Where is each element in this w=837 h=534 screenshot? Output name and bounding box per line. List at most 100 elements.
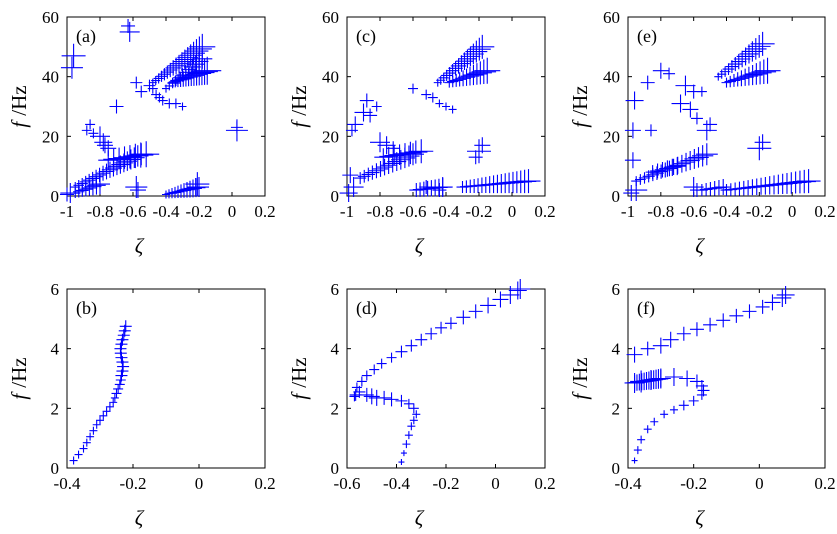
data-point — [690, 112, 703, 125]
x-tick-label: -0.4 — [153, 202, 180, 221]
y-tick-label: 40 — [322, 68, 339, 87]
data-point — [707, 181, 722, 196]
panel-c: -1 -0.8 -0.6 -0.4 -0.2 0 0.2 0 20 40 60 ζ f/Hz (c) — [287, 8, 556, 258]
data-point — [347, 116, 364, 133]
y-tick-label: 0 — [331, 459, 340, 478]
data-point — [470, 34, 495, 59]
data-point — [74, 450, 83, 459]
data-point — [747, 34, 771, 58]
data-point — [113, 146, 136, 169]
data-point — [425, 327, 438, 340]
data-point — [468, 150, 483, 165]
data-point — [448, 105, 457, 114]
x-tick-label: 0 — [755, 474, 764, 493]
data-point — [193, 56, 222, 85]
x-tick-label: 0 — [508, 202, 517, 221]
data-point — [404, 431, 413, 440]
data-point — [689, 374, 704, 389]
data-point — [403, 398, 414, 409]
data-point — [736, 68, 754, 86]
data-point — [652, 62, 669, 79]
data-point — [457, 68, 476, 86]
data-point — [671, 94, 690, 113]
data-point — [79, 444, 88, 453]
data-point — [474, 137, 491, 154]
data-point — [181, 66, 202, 87]
data-point — [108, 147, 130, 170]
data-point — [61, 43, 86, 68]
x-tick-label: 0.2 — [814, 474, 835, 493]
data-series — [69, 320, 132, 465]
data-point — [135, 85, 148, 98]
x-tick-label: 0.2 — [254, 202, 275, 221]
data-point — [361, 167, 376, 182]
panel-f: -0.4 -0.2 0 0.2 0 2 4 6 ζ f/Hz (f) — [568, 280, 836, 530]
y-axis-label: f/Hz — [568, 357, 592, 399]
data-point — [166, 188, 178, 199]
y-tick-label: 40 — [42, 68, 59, 87]
data-point — [178, 102, 187, 111]
data-point — [374, 148, 393, 167]
data-point — [480, 297, 497, 314]
x-tick-label: 0 — [788, 202, 797, 221]
data-point — [676, 152, 696, 172]
data-point — [78, 182, 93, 197]
data-point — [633, 446, 642, 455]
x-axis-label: ζ — [135, 506, 145, 530]
data-point — [689, 322, 704, 337]
data-point — [468, 61, 492, 85]
data-point — [407, 422, 416, 431]
y-axis-unit: /Hz — [568, 85, 592, 115]
x-tick-label: 0.2 — [254, 474, 275, 493]
data-point — [755, 299, 770, 314]
data-point — [171, 185, 185, 198]
data-point — [75, 184, 89, 197]
data-point — [736, 47, 755, 66]
data-point — [371, 101, 382, 112]
data-point — [113, 383, 124, 394]
y-axis-unit: /Hz — [7, 357, 31, 387]
data-point — [474, 57, 501, 84]
data-point — [87, 176, 106, 195]
data-point — [684, 149, 705, 169]
data-point — [105, 402, 114, 411]
data-point — [688, 147, 709, 168]
data-point — [359, 387, 374, 402]
data-point — [400, 450, 407, 457]
data-point — [441, 69, 453, 82]
panel-a: -1 -0.8 -0.6 -0.4 -0.2 0 0.2 0 20 40 60 ζ f/Hz (a) — [7, 8, 276, 258]
panel-label: (a) — [76, 26, 96, 47]
data-point — [643, 425, 652, 434]
data-point — [696, 86, 707, 97]
data-point — [128, 142, 154, 168]
data-point — [415, 333, 428, 346]
y-tick-label: 2 — [51, 399, 60, 418]
data-point — [89, 426, 98, 435]
x-tick-label: -0.2 — [433, 474, 460, 493]
data-point — [119, 21, 140, 42]
data-point — [516, 169, 541, 194]
x-tick-label: 0.2 — [814, 202, 835, 221]
data-point — [715, 179, 732, 196]
data-point — [170, 98, 181, 109]
data-point — [92, 420, 101, 429]
data-point — [465, 40, 488, 63]
x-axis-label: ζ — [695, 234, 705, 258]
x-tick-label: 0 — [195, 474, 204, 493]
y-axis-label: f/Hz — [7, 357, 31, 399]
y-axis-symbol: f — [568, 119, 592, 128]
data-point — [747, 136, 772, 161]
data-point — [405, 339, 418, 352]
data-point — [435, 321, 448, 334]
axes-frame — [66, 288, 266, 469]
data-point — [673, 154, 691, 173]
data-point — [345, 124, 358, 137]
y-tick-label: 60 — [42, 8, 59, 27]
data-point — [165, 60, 181, 76]
y-tick-label: 0 — [612, 187, 621, 206]
y-axis-label: f/Hz — [7, 85, 31, 127]
data-point — [230, 121, 243, 134]
x-tick-label: -0.6 — [400, 202, 427, 221]
y-tick-label: 2 — [612, 399, 621, 418]
data-point — [682, 101, 699, 118]
